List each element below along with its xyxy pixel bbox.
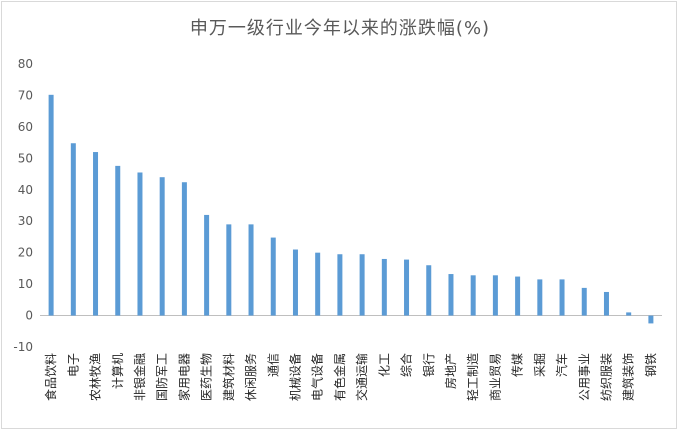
x-category-label: 公用事业 (577, 353, 591, 401)
y-tick-label: 40 (18, 183, 33, 197)
y-tick-label: 20 (18, 246, 33, 260)
x-category-label: 通信 (266, 353, 280, 377)
bar (515, 276, 521, 316)
x-category-label: 化工 (377, 353, 391, 377)
bar (270, 237, 276, 316)
bar (559, 279, 565, 316)
bar (137, 172, 143, 316)
x-category-label: 有色金属 (332, 353, 347, 401)
x-category-label: 综合 (399, 353, 414, 377)
bar (426, 265, 432, 316)
bar (159, 177, 165, 316)
x-category-label: 休闲服务 (243, 353, 258, 401)
x-category-label: 农林牧渔 (89, 353, 103, 401)
bar (315, 252, 321, 316)
bar (48, 94, 54, 316)
x-category-label: 机械设备 (287, 353, 302, 401)
bar (70, 143, 76, 316)
x-category-label: 银行 (422, 353, 436, 377)
bar (581, 287, 587, 316)
y-tick-label: 80 (18, 57, 33, 71)
x-category-label: 电气设备 (310, 353, 325, 401)
y-tick-label: 50 (18, 151, 33, 165)
x-category-label: 建筑装饰 (621, 353, 636, 401)
y-tick-label: 70 (18, 88, 33, 102)
x-category-label: 房地产 (443, 353, 458, 389)
chart-title: 申万一级行业今年以来的涨跌幅(%) (189, 18, 491, 39)
bar (381, 258, 387, 316)
x-category-label: 计算机 (110, 353, 125, 389)
x-category-label: 家用电器 (176, 353, 191, 401)
bar (537, 279, 543, 316)
x-category-label: 传媒 (510, 353, 525, 377)
y-tick-label: 10 (18, 277, 33, 291)
x-category-label: 电子 (66, 353, 80, 377)
bar (359, 254, 365, 316)
bar (648, 315, 654, 324)
bar (226, 224, 232, 316)
y-tick-label: 0 (25, 309, 33, 323)
x-category-label: 轻工制造 (466, 353, 480, 401)
y-tick-label: 60 (18, 120, 33, 134)
x-category-label: 采掘 (532, 353, 547, 377)
bar (93, 152, 99, 316)
bar (337, 254, 343, 316)
x-category-label: 钢铁 (644, 353, 658, 377)
x-category-label: 汽车 (554, 353, 569, 377)
bar (470, 275, 476, 316)
y-tick-label: 30 (18, 214, 33, 228)
x-category-label: 交通运输 (354, 353, 369, 401)
bar (248, 224, 254, 316)
y-tick-label: -10 (13, 340, 33, 354)
x-category-label: 纺织服装 (599, 353, 613, 401)
bar (292, 249, 298, 316)
x-category-label: 非银金融 (132, 353, 147, 401)
bar (181, 182, 187, 316)
bar (492, 275, 498, 316)
bar (603, 291, 609, 316)
bar (204, 214, 210, 316)
bar (115, 165, 121, 316)
x-category-label: 商业贸易 (487, 353, 502, 401)
x-category-label: 食品饮料 (43, 353, 58, 401)
bar (626, 312, 632, 316)
bar (448, 274, 454, 316)
x-category-label: 国防军工 (154, 353, 169, 401)
bar (404, 259, 410, 316)
x-category-label: 建筑材料 (221, 353, 236, 401)
x-category-label: 医药生物 (200, 353, 214, 401)
